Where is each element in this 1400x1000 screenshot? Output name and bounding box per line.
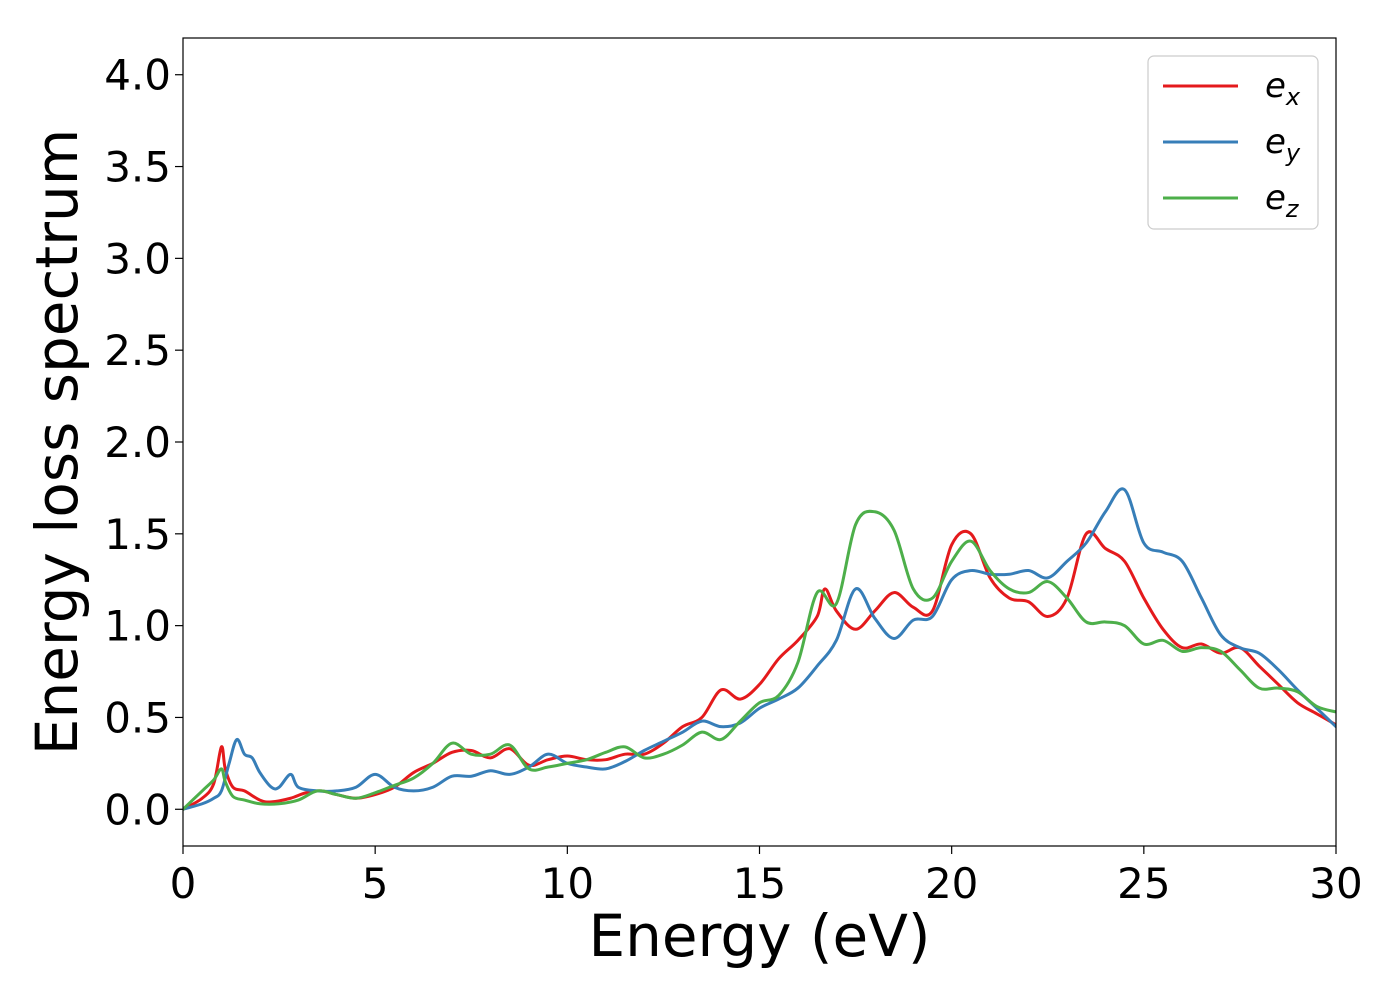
y-tick-label: 1.5 xyxy=(104,510,171,559)
series-line-z xyxy=(183,509,1336,811)
y-axis-label: Energy loss spectrum xyxy=(23,129,91,755)
x-axis-ticks: 0 5 10 15 20 25 30 xyxy=(170,846,1363,908)
legend-label-x: ex xyxy=(1265,66,1301,111)
x-tick-label: 20 xyxy=(925,859,978,908)
y-axis-ticks: 0.0 0.5 1.0 1.5 2.0 2.5 3.0 3.5 4.0 xyxy=(104,51,183,834)
x-tick-label: 0 xyxy=(170,859,197,908)
series-line-y xyxy=(183,487,1336,811)
y-tick-label: 0.0 xyxy=(104,785,171,834)
y-tick-label: 3.0 xyxy=(104,234,171,283)
x-tick-label: 10 xyxy=(541,859,594,908)
y-tick-label: 2.0 xyxy=(104,418,171,467)
y-tick-label: 3.5 xyxy=(104,143,171,192)
series-line-x xyxy=(183,529,1336,811)
legend: ex ey ez xyxy=(1147,55,1319,230)
x-tick-label: 5 xyxy=(362,859,389,908)
legend-label-z: ez xyxy=(1265,178,1300,223)
x-tick-label: 30 xyxy=(1309,859,1362,908)
legend-label-y: ey xyxy=(1265,122,1301,167)
y-tick-label: 0.5 xyxy=(104,693,171,742)
x-axis-label: Energy (eV) xyxy=(588,902,930,970)
plot-area xyxy=(183,487,1336,811)
y-tick-label: 4.0 xyxy=(104,51,171,100)
x-tick-label: 15 xyxy=(733,859,786,908)
y-tick-label: 2.5 xyxy=(104,326,171,375)
y-tick-label: 1.0 xyxy=(104,602,171,651)
x-tick-label: 25 xyxy=(1117,859,1170,908)
